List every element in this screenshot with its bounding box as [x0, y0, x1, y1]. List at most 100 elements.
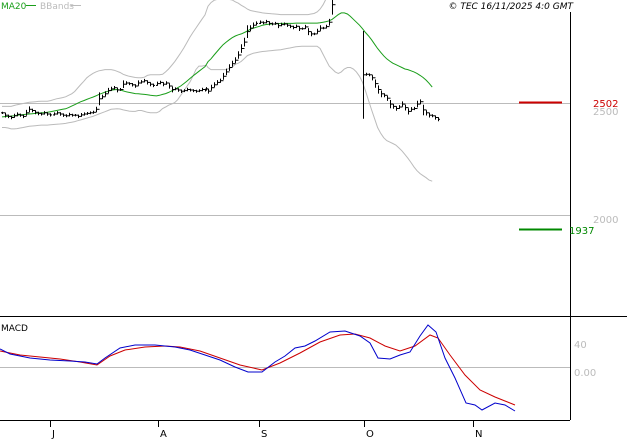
price-bar	[137, 80, 140, 87]
price-bar	[119, 88, 122, 91]
price-bar	[413, 106, 416, 111]
price-bar	[192, 89, 195, 93]
price-bar	[113, 86, 116, 90]
price-bar	[392, 103, 395, 109]
price-bar	[283, 22, 286, 26]
price-bar	[89, 111, 92, 115]
price-bar	[156, 81, 159, 86]
price-bar	[62, 113, 65, 117]
price-bar	[198, 89, 201, 93]
price-bar	[240, 44, 243, 56]
price-bar	[274, 21, 277, 25]
price-bar	[228, 64, 231, 73]
price-bar	[410, 107, 413, 112]
price-bar	[280, 22, 283, 27]
price-bar	[389, 97, 392, 109]
price-bar	[140, 80, 143, 84]
price-bar	[301, 27, 304, 30]
price-bar	[101, 94, 104, 100]
legend-bbands-label: BBands	[40, 2, 74, 12]
price-bar	[43, 111, 46, 115]
price-bar	[165, 81, 168, 85]
macd-line	[0, 324, 516, 412]
price-bar	[374, 77, 377, 88]
price-bar	[428, 112, 431, 118]
price-bar	[19, 113, 22, 117]
price-bar	[40, 112, 43, 116]
price-bar	[292, 25, 295, 30]
price-bar	[419, 99, 422, 105]
price-bar	[234, 57, 237, 65]
price-bar	[416, 100, 419, 109]
price-bar	[310, 31, 313, 37]
price-bar	[219, 78, 222, 83]
macd-title: MACD	[1, 324, 28, 334]
macd-tick-40: 40	[574, 340, 587, 351]
y-tick-2000: 2000	[593, 215, 618, 226]
price-bar	[307, 26, 310, 36]
price-bar	[74, 114, 77, 117]
price-bar	[13, 113, 16, 118]
price-bar	[186, 87, 189, 92]
legend-ma20-label: MA20	[1, 2, 27, 12]
price-bar	[25, 109, 28, 117]
price-bar	[286, 23, 289, 27]
price-bar	[116, 87, 119, 93]
price-bar	[59, 112, 62, 116]
price-bar	[146, 80, 149, 85]
price-bar	[34, 110, 37, 115]
price-bar	[37, 111, 40, 116]
price-bar	[304, 24, 307, 30]
macd-tick-zero: 0.00	[574, 368, 596, 379]
price-bar	[249, 25, 252, 33]
y-tick-2500: 2500	[593, 107, 618, 118]
price-bars-group	[1, 0, 440, 122]
price-bar	[86, 112, 89, 115]
price-bar	[222, 72, 225, 82]
price-bar	[125, 81, 128, 85]
price-bar	[425, 109, 428, 116]
price-bar	[68, 112, 71, 117]
price-bar	[171, 85, 174, 93]
price-bar	[363, 31, 365, 119]
price-bar	[177, 88, 180, 92]
price-bar	[380, 89, 383, 98]
price-bar	[262, 21, 265, 25]
price-bar	[149, 81, 152, 87]
price-bar	[162, 81, 165, 87]
price-bar	[237, 51, 240, 61]
price-bar	[277, 22, 280, 29]
price-bar	[4, 112, 7, 118]
price-bar	[255, 21, 258, 26]
price-bar	[243, 37, 246, 49]
price-bar	[53, 112, 56, 116]
ma20-group	[1, 12, 433, 118]
price-bar	[319, 25, 322, 32]
price-bar	[407, 107, 410, 115]
price-bar	[7, 114, 10, 119]
price-bar	[313, 32, 316, 36]
bband-upper-line	[2, 0, 327, 107]
price-bar	[334, 4, 336, 6]
support-level-label: 1937	[569, 226, 594, 237]
price-bar	[195, 89, 198, 93]
price-bar	[246, 25, 249, 43]
price-bar	[152, 83, 155, 88]
price-bar	[268, 21, 271, 26]
price-bar	[316, 28, 319, 35]
price-bar	[265, 19, 268, 24]
macd-signal-line	[0, 333, 516, 406]
price-bar	[252, 22, 255, 29]
price-bar	[325, 24, 328, 29]
price-bar	[180, 89, 183, 93]
resistance-level-label: 2502	[593, 99, 618, 110]
price-bar	[107, 87, 110, 95]
price-bar	[322, 26, 325, 30]
bbands-group	[2, 0, 433, 182]
price-bar	[207, 88, 210, 94]
price-bar	[371, 74, 374, 81]
price-bar	[189, 88, 192, 92]
price-bar	[295, 24, 298, 29]
price-bar	[168, 82, 171, 89]
